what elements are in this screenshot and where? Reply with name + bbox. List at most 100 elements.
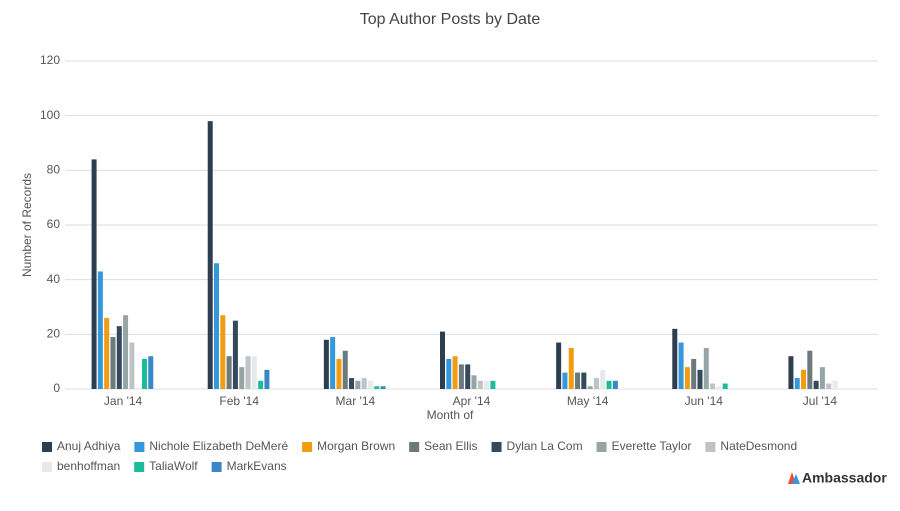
legend-swatch	[302, 442, 313, 452]
bar	[440, 331, 445, 389]
legend-swatch	[409, 442, 420, 452]
bar	[813, 380, 819, 389]
y-tick-label: 100	[40, 108, 60, 122]
bar	[826, 383, 832, 389]
bar	[678, 342, 684, 389]
bar	[239, 367, 245, 389]
bar	[148, 356, 154, 389]
bar	[446, 358, 452, 389]
bar	[458, 364, 464, 389]
bar	[710, 383, 716, 389]
bar	[581, 372, 587, 389]
bar	[245, 356, 251, 389]
x-tick-label: Jun '14	[685, 394, 724, 408]
bar	[716, 386, 722, 389]
bar	[232, 320, 238, 389]
y-tick-label: 80	[47, 163, 61, 177]
bar	[697, 369, 703, 389]
bar	[141, 358, 147, 389]
x-tick-label: Feb '14	[219, 394, 259, 408]
legend-label: Everette Taylor	[612, 439, 692, 453]
x-tick-label: Apr '14	[453, 394, 491, 408]
legend-swatch	[705, 442, 716, 452]
y-tick-label: 0	[53, 381, 60, 395]
bar	[323, 339, 329, 389]
legend-label: TaliaWolf	[149, 459, 198, 473]
bar	[123, 315, 129, 389]
bar	[452, 356, 458, 389]
legend-swatch	[42, 442, 52, 452]
y-axis-title: Number of Records	[20, 173, 34, 277]
bar	[264, 369, 270, 389]
bar	[801, 369, 807, 389]
chart-title: Top Author Posts by Date	[360, 11, 541, 28]
bar	[788, 356, 794, 389]
bar	[684, 367, 690, 389]
bar	[794, 378, 800, 389]
bar	[367, 380, 373, 389]
y-tick-label: 40	[47, 272, 61, 286]
bar	[251, 356, 257, 389]
bar	[97, 271, 103, 389]
bar	[361, 378, 367, 389]
bar	[606, 380, 612, 389]
bar	[593, 378, 599, 389]
x-tick-label: Jan '14	[104, 394, 143, 408]
bar	[691, 358, 697, 389]
bar	[258, 380, 264, 389]
bar	[556, 342, 562, 389]
y-tick-label: 20	[47, 327, 61, 341]
bar	[568, 348, 574, 389]
legend-label: Morgan Brown	[317, 439, 395, 453]
bar	[477, 380, 483, 389]
legend-label: NateDesmond	[720, 439, 797, 453]
legend-swatch	[134, 462, 145, 472]
bar	[587, 386, 593, 389]
x-axis-title: Month of	[427, 408, 474, 422]
bar	[562, 372, 568, 389]
bar	[129, 342, 135, 389]
bar	[349, 378, 355, 389]
bar	[600, 369, 606, 389]
legend-label: MarkEvans	[227, 459, 287, 473]
bar	[380, 386, 386, 389]
bar	[116, 326, 122, 389]
bar	[832, 380, 838, 389]
legend-swatch	[42, 462, 52, 472]
x-tick-label: May '14	[567, 394, 609, 408]
bar	[342, 350, 348, 389]
bar	[490, 380, 496, 389]
legend-swatch	[596, 442, 607, 452]
bar	[91, 159, 97, 389]
bar	[807, 350, 813, 389]
legend-swatch	[491, 442, 502, 452]
x-tick-label: Mar '14	[336, 394, 376, 408]
bar	[722, 383, 728, 389]
bar	[336, 358, 342, 389]
bar	[703, 348, 709, 389]
bar	[110, 337, 116, 389]
brand-name: Ambassador	[802, 470, 887, 486]
bar	[207, 121, 213, 389]
bar	[374, 386, 380, 389]
bar	[575, 372, 581, 389]
bar	[672, 328, 678, 389]
bar	[220, 315, 226, 389]
bar	[465, 364, 471, 389]
legend-swatch	[211, 462, 222, 472]
legend-label: Sean Ellis	[424, 439, 477, 453]
bar	[355, 380, 361, 389]
y-tick-label: 60	[47, 217, 61, 231]
bar	[226, 356, 232, 389]
legend-label: Dylan La Com	[507, 439, 583, 453]
x-tick-label: Jul '14	[803, 394, 838, 408]
bar	[612, 380, 618, 389]
logo-icon	[792, 474, 800, 484]
legend-swatch	[134, 442, 145, 452]
legend-label: benhoffman	[57, 459, 120, 473]
bar	[330, 337, 336, 389]
brand-logo: Ambassador	[788, 470, 887, 486]
legend-label: Nichole Elizabeth DeMeré	[149, 439, 288, 453]
legend-label: Anuj Adhiya	[57, 439, 121, 453]
